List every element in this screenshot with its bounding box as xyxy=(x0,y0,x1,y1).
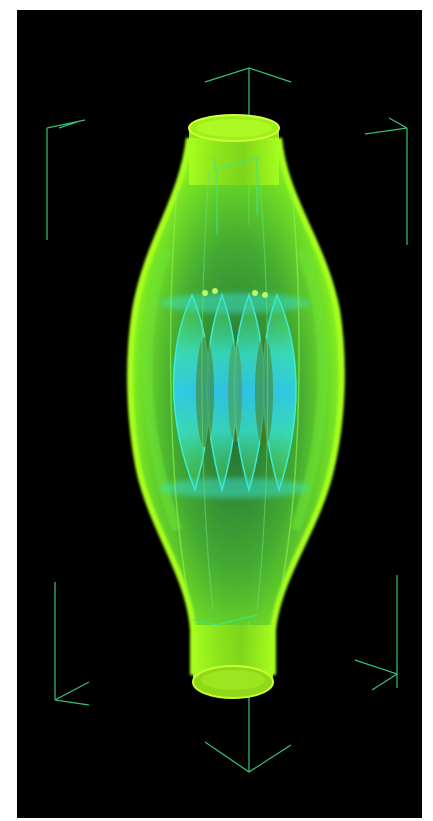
bottom-tube xyxy=(192,625,274,699)
volume-render-canvas xyxy=(46,67,408,773)
bounding-box-back xyxy=(46,67,408,773)
inner-ribbons xyxy=(142,169,328,611)
volume-render-viewport[interactable] xyxy=(17,10,422,818)
bounding-box-front xyxy=(192,157,258,626)
top-tube xyxy=(188,114,280,185)
